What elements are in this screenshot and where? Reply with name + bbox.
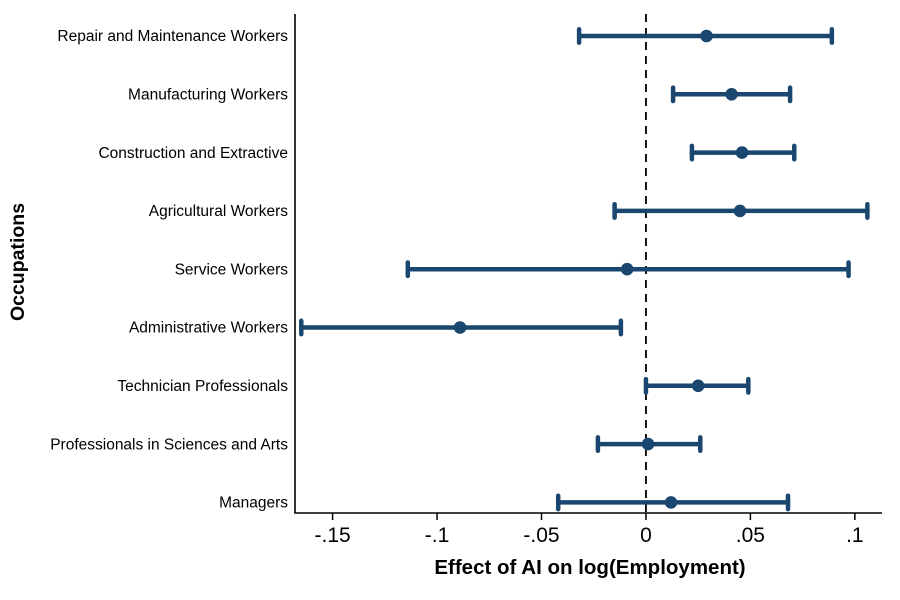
point-estimate-marker: [453, 321, 467, 334]
x-tick-label: -.05: [523, 524, 559, 547]
point-estimate-marker: [725, 88, 738, 101]
category-label: Professionals in Sciences and Arts: [50, 436, 288, 453]
category-label: Manufacturing Workers: [128, 87, 288, 104]
point-estimate-marker: [700, 29, 713, 43]
category-label: Service Workers: [175, 261, 289, 278]
x-tick-label: .1: [846, 524, 864, 547]
x-tick-label: -.1: [425, 524, 450, 547]
category-label: Construction and Extractive: [98, 145, 288, 162]
point-estimate-marker: [735, 146, 749, 159]
x-tick-label: .05: [736, 524, 765, 547]
x-tick-label: 0: [640, 524, 652, 547]
point-estimate-marker: [691, 379, 705, 393]
point-estimate-marker: [641, 437, 655, 451]
y-axis-title: Occupations: [7, 203, 29, 321]
point-estimate-marker: [664, 496, 678, 509]
category-label: Administrative Workers: [129, 320, 288, 337]
category-label: Managers: [219, 495, 288, 512]
x-axis-title: Effect of AI on log(Employment): [434, 556, 745, 579]
category-label: Repair and Maintenance Workers: [57, 28, 288, 45]
point-estimate-marker: [733, 204, 747, 218]
x-tick-label: -.15: [315, 524, 351, 547]
category-label: Agricultural Workers: [149, 203, 289, 220]
point-estimate-marker: [620, 262, 634, 276]
category-label: Technician Professionals: [117, 378, 288, 395]
